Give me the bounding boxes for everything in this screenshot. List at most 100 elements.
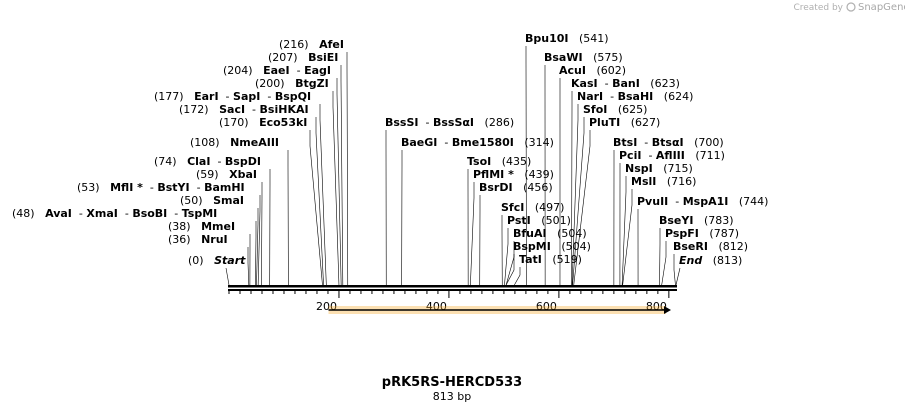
site-position: (59) <box>196 168 219 181</box>
site-connector-line <box>661 241 667 286</box>
enzyme-name: BamHI <box>204 181 245 194</box>
site-position: (50) <box>180 194 203 207</box>
site-position: (216) <box>279 38 309 51</box>
enzyme-name: EagI <box>304 64 331 77</box>
site-position: (177) <box>154 90 184 103</box>
site-connector-line <box>336 78 342 286</box>
site-position: (0) <box>188 254 204 267</box>
site-connector-line <box>309 130 323 286</box>
enzyme-name: BspDI <box>225 155 261 168</box>
enzyme-name: BaeGI <box>401 136 437 149</box>
site-position: (627) <box>631 116 661 129</box>
site-connector-line <box>247 247 250 286</box>
site-position: (575) <box>593 51 623 64</box>
enzyme-name: BseRI <box>673 240 708 253</box>
restriction-site-label: BsrDI (456) <box>479 181 553 194</box>
site-connector-line <box>257 195 261 286</box>
enzyme-name: BsoBI <box>132 207 167 220</box>
enzyme-name: TspMI <box>182 207 218 220</box>
enzyme-name: TsoI <box>467 155 491 168</box>
feature-arrow <box>328 306 671 314</box>
enzyme-name: BssSαI <box>433 116 474 129</box>
restriction-site-label: SfoI (625) <box>583 103 647 116</box>
enzyme-name: PspFI <box>665 227 699 240</box>
enzyme-name: BstYI <box>157 181 189 194</box>
site-position: (519) <box>552 253 582 266</box>
restriction-site-label: TsoI (435) <box>467 155 531 168</box>
feature-arrowhead-icon <box>664 306 671 314</box>
enzyme-name: BsaWI <box>544 51 583 64</box>
credit-prefix: Created by <box>793 3 843 13</box>
enzyme-name: Eco53kI <box>259 116 307 129</box>
site-position: (504) <box>557 227 587 240</box>
restriction-site-label: PflMI * (439) <box>473 168 554 181</box>
enzyme-name: MflI * <box>110 181 143 194</box>
restriction-site-label: MslI (716) <box>631 175 696 188</box>
site-position: (172) <box>179 103 209 116</box>
site-position: (439) <box>524 168 554 181</box>
site-position: (700) <box>694 136 724 149</box>
site-connector-line <box>673 254 676 286</box>
restriction-site-label: PluTI (627) <box>589 116 660 129</box>
restriction-site-label: PciI - AflIII (711) <box>619 149 725 162</box>
restriction-site-label: (38) MmeI <box>168 220 235 233</box>
restriction-site-label: BssSI - BssSαI (286) <box>385 116 514 129</box>
restriction-site-label: SfcI (497) <box>501 201 564 214</box>
restriction-site-label: NarI - BsaHI (624) <box>577 90 693 103</box>
restriction-site-label: BseYI (783) <box>659 214 734 227</box>
enzyme-name: Start <box>214 254 246 267</box>
restriction-site-label: (108) NmeAIII <box>190 136 279 149</box>
enzyme-name: AflIII <box>656 149 685 162</box>
enzyme-name: BfuAI <box>513 227 547 240</box>
enzyme-name: SmaI <box>213 194 244 207</box>
restriction-site-label: (170) Eco53kI <box>219 116 307 129</box>
enzyme-name: BtgZI <box>295 77 329 90</box>
site-position: (53) <box>77 181 100 194</box>
site-connector-line <box>504 228 509 286</box>
enzyme-name: AfeI <box>319 38 344 51</box>
site-position: (108) <box>190 136 220 149</box>
enzyme-name: PstI <box>507 214 531 227</box>
site-position: (625) <box>618 103 648 116</box>
site-connector-line <box>621 176 627 286</box>
site-connector-line <box>261 182 263 286</box>
restriction-site-label: BfuAI (504) <box>513 227 587 240</box>
site-position: (787) <box>709 227 739 240</box>
enzyme-name: AcuI <box>559 64 586 77</box>
enzyme-name: XbaI <box>229 168 257 181</box>
enzyme-name: MslI <box>631 175 656 188</box>
enzyme-name: BsrDI <box>479 181 513 194</box>
enzyme-name: BseYI <box>659 214 693 227</box>
site-connector-line <box>256 208 259 286</box>
site-position: (783) <box>704 214 734 227</box>
site-connector-line <box>470 182 475 286</box>
site-position: (812) <box>718 240 748 253</box>
site-position: (38) <box>168 220 191 233</box>
site-position: (541) <box>579 32 609 45</box>
enzyme-name: Bpu10I <box>525 32 569 45</box>
restriction-site-label: BspMI (504) <box>513 240 591 253</box>
restriction-site-label: (53) MflI * - BstYI - BamHI <box>77 181 245 194</box>
enzyme-name: NmeAIII <box>230 136 279 149</box>
site-position: (504) <box>561 240 591 253</box>
restriction-site-label: (74) ClaI - BspDI <box>154 155 261 168</box>
sequence-backbone <box>228 285 677 291</box>
site-connector-line <box>573 130 591 286</box>
restriction-site-label: (200) BtgZI <box>255 77 329 90</box>
enzyme-name: NarI <box>577 90 603 103</box>
site-position: (314) <box>524 136 554 149</box>
site-connector-line <box>332 91 340 286</box>
site-connector-line <box>255 221 257 286</box>
snapgene-logo-icon <box>846 2 856 12</box>
restriction-site-label: (48) AvaI - XmaI - BsoBI - TspMI <box>12 207 217 220</box>
restriction-site-label: (207) BsiEI <box>268 51 338 64</box>
enzyme-name: NruI <box>201 233 228 246</box>
restriction-site-label: BsaWI (575) <box>544 51 623 64</box>
enzyme-name: SapI <box>233 90 260 103</box>
site-position: (435) <box>502 155 532 168</box>
enzyme-name: SfoI <box>583 103 607 116</box>
enzyme-name: BsiHKAI <box>260 103 309 116</box>
enzyme-name: BtsαI <box>652 136 684 149</box>
restriction-site-label: (172) SacI - BsiHKAI <box>179 103 309 116</box>
